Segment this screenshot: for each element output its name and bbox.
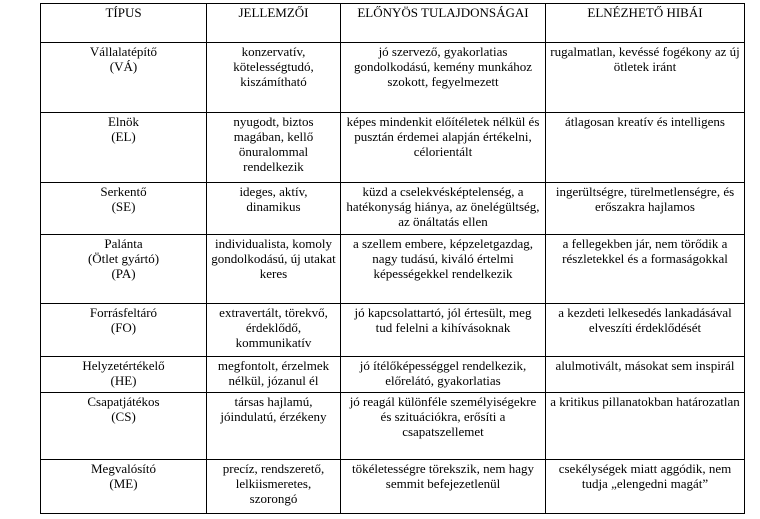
traits-cell: társas hajlamú, jóindulatú, érzékeny <box>206 392 341 460</box>
strengths-cell: jó ítélőképességgel rendelkezik, előrelá… <box>340 356 546 393</box>
traits-cell: precíz, rendszerető, lelkiismeretes, szo… <box>206 459 341 514</box>
table-row: Csapatjátékos (CS) társas hajlamú, jóind… <box>40 392 745 460</box>
type-name: Elnök <box>107 114 140 129</box>
type-name: Vállalatépítő <box>89 44 158 59</box>
type-name: Serkentő <box>100 184 147 199</box>
belbin-roles-table: TÍPUS JELLEMZŐI ELŐNYÖS TULAJDONSÁGAI EL… <box>40 3 745 514</box>
strengths-cell: képes mindenkit előítéletek nélkül és pu… <box>340 112 546 183</box>
header-traits: JELLEMZŐI <box>206 3 341 43</box>
table-row: Elnök (EL) nyugodt, biztos magában, kell… <box>40 112 745 183</box>
traits-cell: nyugodt, biztos magában, kellő önuralomm… <box>206 112 341 183</box>
weaknesses-cell: alulmotivált, másokat sem inspirál <box>545 356 745 393</box>
strengths-cell: küzd a cselekvésképtelenség, a hatékonys… <box>340 182 546 235</box>
type-name: Csapatjátékos <box>87 394 160 409</box>
type-name: Forrásfeltáró <box>89 305 158 320</box>
strengths-cell: a szellem embere, képzeletgazdag, nagy t… <box>340 234 546 304</box>
strengths-cell: tökéletességre törekszik, nem hagy semmi… <box>340 459 546 514</box>
weaknesses-cell: a fellegekben jár, nem törődik a részlet… <box>545 234 745 304</box>
type-abbr: (CS) <box>111 409 136 424</box>
table-row: Vállalatépítő (VÁ) konzervatív, köteless… <box>40 42 745 113</box>
type-cell: Megvalósító (ME) <box>40 459 207 514</box>
strengths-cell: jó szervező, gyakorlatias gondolkodású, … <box>340 42 546 113</box>
header-strengths: ELŐNYÖS TULAJDONSÁGAI <box>340 3 546 43</box>
type-abbr: (SE) <box>111 199 136 214</box>
type-cell: Helyzetértékelő (HE) <box>40 356 207 393</box>
type-cell: Palánta (Ötlet gyártó) (PA) <box>40 234 207 304</box>
weaknesses-cell: ingerültségre, türelmetlenségre, és erős… <box>545 182 745 235</box>
type-abbr: (PA) <box>111 266 136 281</box>
type-cell: Vállalatépítő (VÁ) <box>40 42 207 113</box>
table-row: Megvalósító (ME) precíz, rendszerető, le… <box>40 459 745 514</box>
type-abbr: (HE) <box>110 373 137 388</box>
type-name: Megvalósító <box>91 461 156 476</box>
type-abbr: (VÁ) <box>109 59 138 74</box>
strengths-cell: jó kapcsolattartó, jól értesült, meg tud… <box>340 303 546 357</box>
weaknesses-cell: rugalmatlan, kevéssé fogékony az új ötle… <box>545 42 745 113</box>
traits-cell: ideges, aktív, dinamikus <box>206 182 341 235</box>
weaknesses-cell: a kezdeti lelkesedés lankadásával elvesz… <box>545 303 745 357</box>
type-abbr: (FO) <box>110 320 137 335</box>
type-abbr: (ME) <box>109 476 138 491</box>
table-row: Serkentő (SE) ideges, aktív, dinamikus k… <box>40 182 745 235</box>
header-weaknesses: ELNÉZHETŐ HIBÁI <box>545 3 745 43</box>
type-cell: Serkentő (SE) <box>40 182 207 235</box>
traits-cell: megfontolt, érzelmek nélkül, józanul él <box>206 356 341 393</box>
table-header-row: TÍPUS JELLEMZŐI ELŐNYÖS TULAJDONSÁGAI EL… <box>40 3 745 43</box>
table-row: Palánta (Ötlet gyártó) (PA) individualis… <box>40 234 745 304</box>
type-name: Palánta <box>104 236 143 251</box>
traits-cell: extravertált, törekvő, érdeklődő, kommun… <box>206 303 341 357</box>
header-type: TÍPUS <box>40 3 207 43</box>
traits-cell: konzervatív, kötelességtudó, kiszámíthat… <box>206 42 341 113</box>
type-abbr: (EL) <box>111 129 136 144</box>
weaknesses-cell: átlagosan kreatív és intelligens <box>545 112 745 183</box>
type-subtitle: (Ötlet gyártó) <box>87 251 160 266</box>
type-cell: Elnök (EL) <box>40 112 207 183</box>
weaknesses-cell: csekélységek miatt aggódik, nem tudja „e… <box>545 459 745 514</box>
traits-cell: individualista, komoly gondolkodású, új … <box>206 234 341 304</box>
type-cell: Csapatjátékos (CS) <box>40 392 207 460</box>
type-name: Helyzetértékelő <box>82 358 165 373</box>
strengths-cell: jó reagál különféle személyiségekre és s… <box>340 392 546 460</box>
type-cell: Forrásfeltáró (FO) <box>40 303 207 357</box>
weaknesses-cell: a kritikus pillanatokban határozatlan <box>545 392 745 460</box>
table-row: Helyzetértékelő (HE) megfontolt, érzelme… <box>40 356 745 393</box>
table-row: Forrásfeltáró (FO) extravertált, törekvő… <box>40 303 745 357</box>
